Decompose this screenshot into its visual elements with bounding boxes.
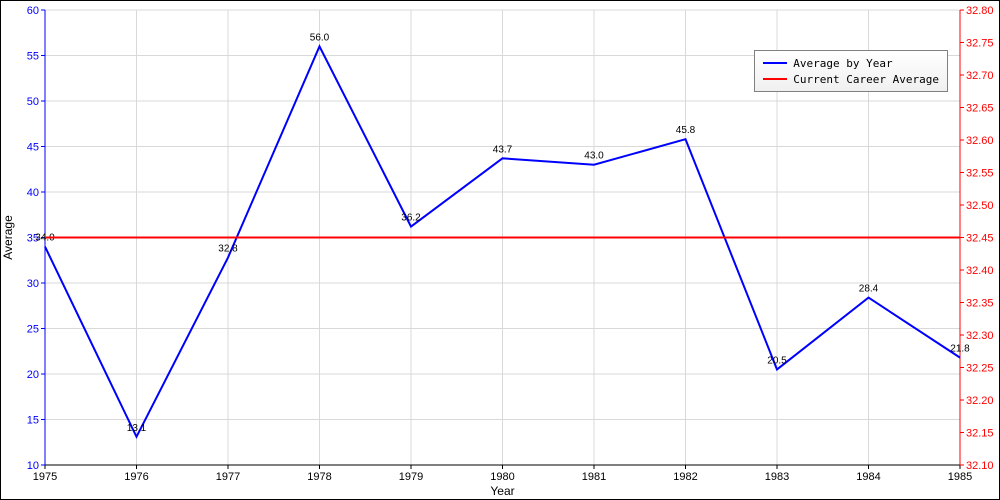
legend-swatch	[763, 78, 787, 80]
data-point-label: 36.2	[401, 213, 421, 224]
data-point-label: 56.0	[310, 32, 330, 43]
data-point-label: 43.7	[493, 144, 513, 155]
y-right-tick-label: 32.65	[966, 103, 994, 115]
x-tick-label: 1983	[765, 471, 789, 483]
x-tick-label: 1976	[124, 471, 148, 483]
y-right-tick-label: 32.75	[966, 38, 994, 50]
x-tick-label: 1980	[490, 471, 514, 483]
data-point-label: 45.8	[676, 125, 696, 136]
data-point-label: 13.1	[127, 423, 147, 434]
x-tick-label: 1985	[948, 471, 972, 483]
legend-swatch	[763, 62, 787, 64]
y-right-tick-label: 32.35	[966, 298, 994, 310]
y-left-tick-label: 10	[27, 460, 39, 472]
data-point-label: 43.0	[584, 151, 604, 162]
y-left-axis-title: Average	[1, 215, 15, 260]
x-tick-label: 1982	[673, 471, 697, 483]
y-left-tick-label: 60	[27, 5, 39, 17]
legend: Average by Year Current Career Average	[754, 50, 948, 92]
x-tick-label: 1975	[33, 471, 57, 483]
data-point-label: 28.4	[859, 284, 879, 295]
y-right-tick-label: 32.15	[966, 428, 994, 440]
legend-item: Average by Year	[763, 55, 939, 71]
legend-label: Average by Year	[793, 57, 892, 70]
y-left-tick-label: 50	[27, 96, 39, 108]
y-right-tick-label: 32.80	[966, 5, 994, 17]
y-right-tick-label: 32.50	[966, 200, 994, 212]
x-tick-label: 1984	[856, 471, 880, 483]
x-tick-label: 1977	[216, 471, 240, 483]
y-right-tick-label: 32.60	[966, 135, 994, 147]
y-right-tick-label: 32.20	[966, 395, 994, 407]
legend-item: Current Career Average	[763, 71, 939, 87]
y-right-tick-label: 32.55	[966, 168, 994, 180]
y-left-tick-label: 40	[27, 187, 39, 199]
y-right-tick-label: 32.30	[966, 330, 994, 342]
x-axis-title: Year	[490, 484, 514, 498]
chart-container: 1975 1976 1977 1978 1979 1980 1981 1982 1983 1984…	[0, 0, 1000, 500]
legend-label: Current Career Average	[793, 73, 939, 86]
y-left-tick-label: 45	[27, 142, 39, 154]
y-right-tick-label: 32.40	[966, 265, 994, 277]
y-left-tick-label: 55	[27, 51, 39, 63]
data-point-label: 21.8	[950, 344, 970, 355]
y-left-tick-label: 15	[27, 415, 39, 427]
y-right-tick-label: 32.45	[966, 233, 994, 245]
y-right-tick-label: 32.10	[966, 460, 994, 472]
y-left-tick-label: 20	[27, 369, 39, 381]
x-tick-label: 1981	[582, 471, 606, 483]
y-right-tick-label: 32.70	[966, 70, 994, 82]
data-point-label: 32.8	[218, 244, 238, 255]
x-tick-label: 1979	[399, 471, 423, 483]
y-left-tick-label: 30	[27, 278, 39, 290]
y-right-tick-label: 32.25	[966, 363, 994, 375]
x-tick-label: 1978	[307, 471, 331, 483]
y-left-tick-label: 25	[27, 324, 39, 336]
data-point-label: 20.5	[767, 355, 787, 366]
